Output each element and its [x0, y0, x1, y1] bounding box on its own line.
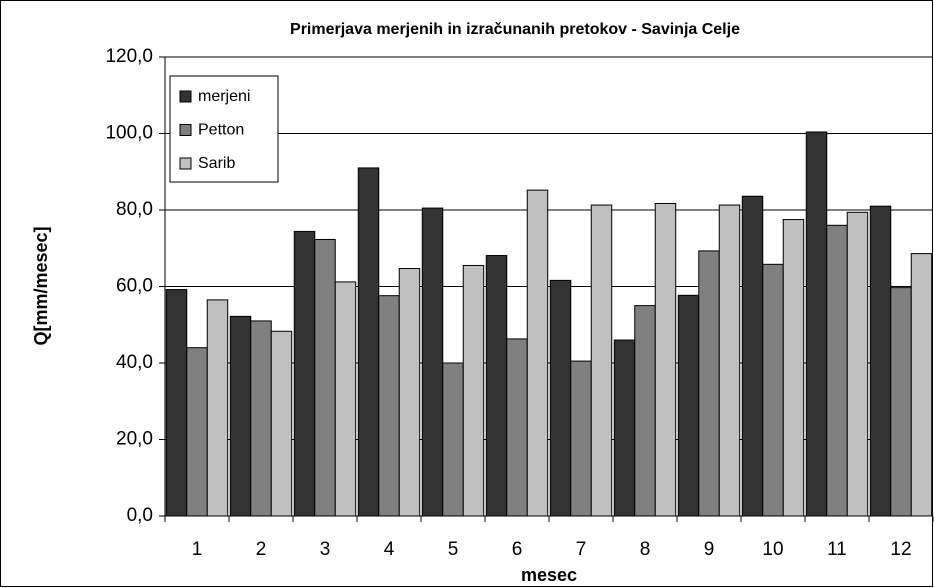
bar	[206, 299, 229, 517]
bar	[186, 347, 208, 517]
bar	[869, 205, 892, 517]
legend-swatch	[179, 90, 192, 103]
legend-swatch	[179, 124, 192, 136]
x-tick-label: 8	[640, 539, 651, 560]
legend-label: merjeni	[198, 88, 250, 105]
bar	[762, 263, 784, 517]
bar	[229, 315, 252, 517]
bar	[462, 264, 485, 517]
bar	[846, 211, 869, 517]
bar	[741, 195, 764, 517]
chart-title: Primerjava merjenih in izračunanih preto…	[290, 21, 740, 38]
bar	[398, 268, 421, 517]
bar	[421, 207, 444, 517]
bar	[293, 230, 316, 517]
bar	[677, 294, 700, 517]
y-tick-label: 80,0	[116, 199, 153, 220]
bar	[718, 204, 741, 517]
bar	[334, 281, 357, 517]
x-tick-label: 6	[512, 539, 523, 560]
x-tick-label: 9	[704, 539, 715, 560]
legend-swatch	[179, 157, 192, 170]
y-tick-label: 20,0	[116, 429, 153, 450]
legend-label: Sarib	[198, 155, 235, 172]
bar	[910, 253, 933, 517]
x-axis-label: mesec	[521, 565, 577, 585]
legend-label: Petton	[198, 122, 244, 139]
y-tick-label: 120,0	[105, 46, 153, 67]
bar	[357, 167, 380, 517]
bar	[442, 362, 464, 517]
bar	[378, 295, 400, 517]
x-tick-label: 10	[762, 539, 783, 560]
bar	[826, 224, 848, 517]
x-tick-label: 12	[890, 539, 911, 560]
bar	[250, 320, 272, 517]
bar	[634, 305, 656, 517]
bar	[485, 255, 508, 517]
y-axis-label: Q[mm/mesec]	[31, 226, 51, 345]
bar	[654, 202, 677, 517]
x-tick-label: 3	[320, 539, 331, 560]
bar	[270, 330, 293, 517]
x-tick-label: 2	[256, 539, 267, 560]
bar	[613, 339, 636, 517]
bar	[805, 131, 828, 517]
bar	[590, 204, 613, 517]
bar	[698, 250, 720, 517]
x-tick-label: 1	[192, 539, 203, 560]
bar	[314, 238, 336, 517]
y-tick-label: 100,0	[105, 123, 153, 144]
y-tick-label: 40,0	[116, 352, 153, 373]
bar	[890, 287, 912, 517]
x-tick-label: 7	[576, 539, 587, 560]
bar	[549, 279, 572, 517]
bar	[570, 360, 592, 517]
bar	[165, 289, 188, 517]
x-tick-label: 5	[448, 539, 459, 560]
bar	[526, 189, 549, 517]
y-tick-label: 0,0	[127, 505, 153, 526]
x-tick-label: 11	[827, 539, 847, 560]
x-tick-label: 4	[384, 539, 395, 560]
bar	[782, 219, 805, 517]
y-tick-label: 60,0	[116, 276, 153, 297]
bar	[506, 338, 528, 517]
